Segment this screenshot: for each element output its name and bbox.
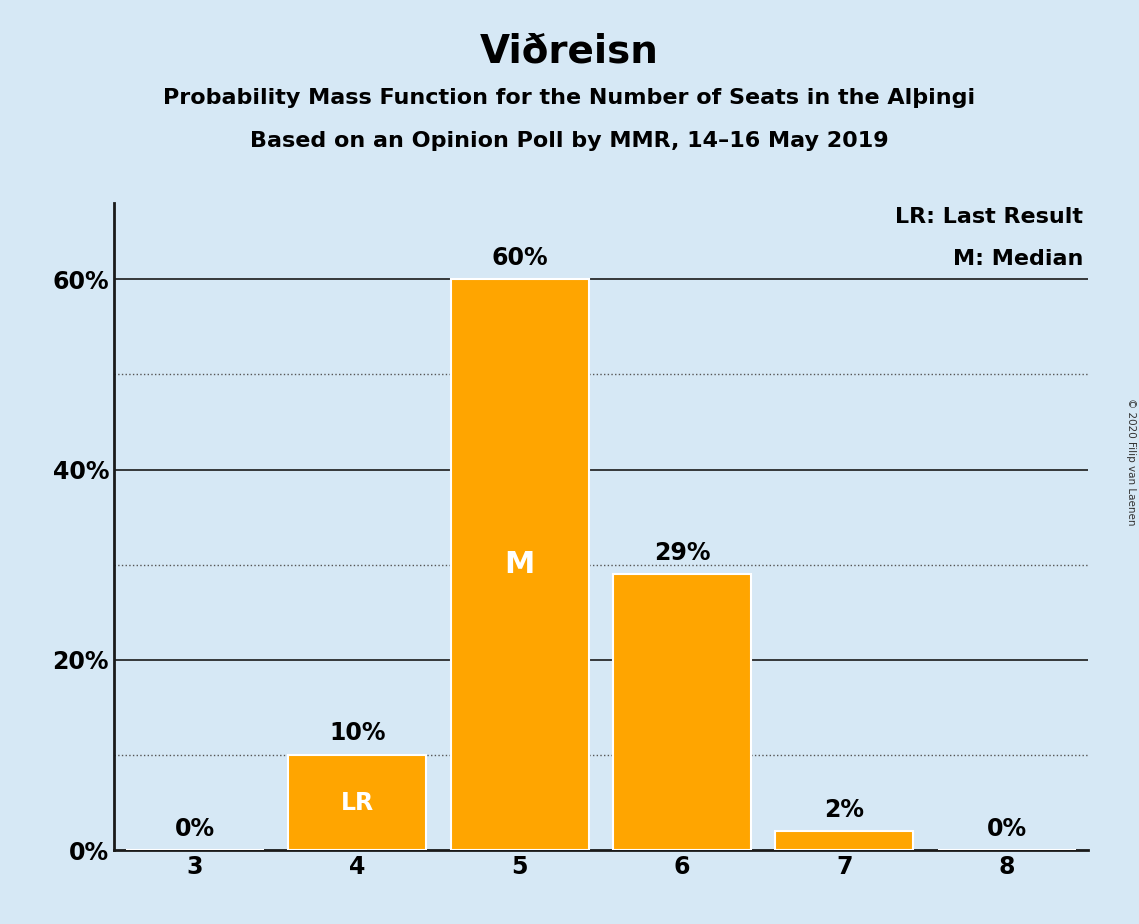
Text: LR: LR [341,791,374,815]
Text: M: Median: M: Median [952,249,1083,269]
Text: M: M [505,550,535,579]
Text: Viðreisn: Viðreisn [480,32,659,70]
Text: 0%: 0% [986,817,1026,841]
Bar [613,574,751,850]
Text: LR: Last Result: LR: Last Result [895,207,1083,226]
Text: Based on an Opinion Poll by MMR, 14–16 May 2019: Based on an Opinion Poll by MMR, 14–16 M… [251,131,888,152]
Text: © 2020 Filip van Laenen: © 2020 Filip van Laenen [1126,398,1136,526]
Text: Probability Mass Function for the Number of Seats in the Alþingi: Probability Mass Function for the Number… [163,88,976,108]
Text: 29%: 29% [654,541,711,565]
Bar [451,279,589,850]
Text: 0%: 0% [175,817,215,841]
Text: 60%: 60% [491,246,548,270]
Bar [776,831,913,850]
Bar [288,755,426,850]
Text: 2%: 2% [825,797,865,821]
Text: 10%: 10% [329,722,386,746]
